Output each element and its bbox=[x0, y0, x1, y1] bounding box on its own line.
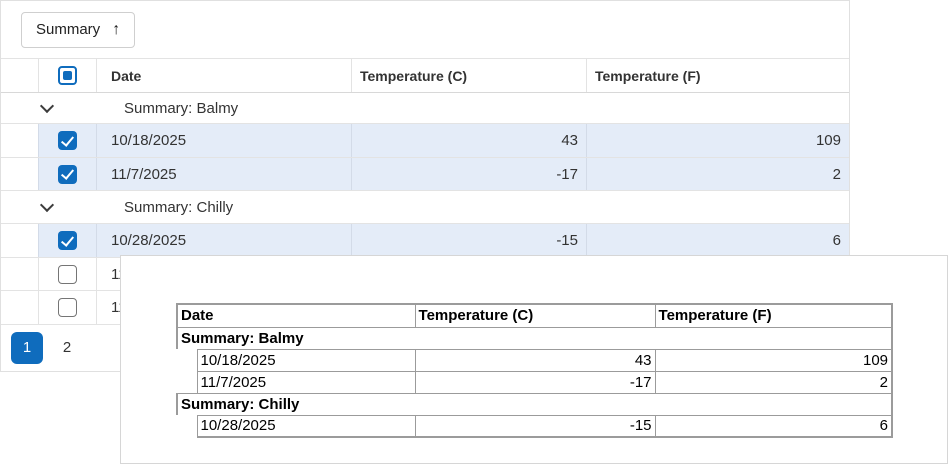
expand-cell bbox=[1, 124, 38, 157]
group-row-balmy[interactable]: Summary: Balmy bbox=[1, 93, 849, 124]
group-row-label: Summary: Balmy bbox=[124, 99, 239, 117]
group-chip-summary[interactable]: Summary ↑ bbox=[21, 11, 136, 48]
indeterminate-mark-icon bbox=[63, 71, 72, 80]
page-button-2[interactable]: 2 bbox=[62, 339, 72, 356]
select-all-checkbox[interactable] bbox=[58, 66, 77, 85]
preview-group-label: Summary: Chilly bbox=[176, 392, 893, 416]
chevron-down-icon[interactable] bbox=[39, 197, 55, 212]
sort-ascending-icon: ↑ bbox=[112, 20, 121, 38]
checkbox-cell bbox=[38, 224, 96, 257]
preview-group-label: Summary: Balmy bbox=[176, 326, 893, 350]
checkbox-cell bbox=[38, 124, 96, 157]
cell-date: 11/7/2025 bbox=[96, 158, 351, 190]
table-row[interactable]: 10/18/2025 43 109 bbox=[1, 124, 849, 158]
page-button-1[interactable]: 1 bbox=[11, 331, 43, 364]
preview-data-row: 11/7/2025 -17 2 bbox=[177, 370, 893, 394]
table-row[interactable]: 11/7/2025 -17 2 bbox=[1, 158, 849, 191]
checkbox-cell bbox=[38, 258, 96, 290]
cell-temp-c: -15 bbox=[351, 224, 586, 257]
cell-date: 10/18/2025 bbox=[96, 124, 351, 157]
row-checkbox[interactable] bbox=[58, 231, 77, 250]
row-checkbox[interactable] bbox=[58, 264, 77, 284]
preview-cell-temp-c: -17 bbox=[414, 370, 656, 394]
preview-cell-date: 10/28/2025 bbox=[196, 414, 416, 438]
cell-temp-f: 6 bbox=[586, 224, 849, 257]
row-checkbox[interactable] bbox=[58, 164, 77, 184]
chevron-down-icon[interactable] bbox=[39, 98, 55, 113]
cell-temp-f: 2 bbox=[586, 158, 849, 190]
preview-group-row: Summary: Balmy bbox=[176, 326, 893, 350]
preview-cell-temp-f: 6 bbox=[654, 414, 893, 438]
group-chip-label: Summary bbox=[36, 21, 101, 38]
row-checkbox[interactable] bbox=[58, 131, 77, 150]
preview-cell-date: 10/18/2025 bbox=[196, 348, 416, 372]
select-all-cell bbox=[38, 59, 96, 92]
cell-temp-c: 43 bbox=[351, 124, 586, 157]
preview-indent-cell bbox=[177, 415, 197, 437]
expand-cell bbox=[1, 291, 38, 324]
checkbox-cell bbox=[38, 291, 96, 324]
expand-cell bbox=[1, 224, 38, 257]
group-row-chilly[interactable]: Summary: Chilly bbox=[1, 191, 849, 224]
preview-header-date: Date bbox=[176, 303, 416, 328]
preview-cell-temp-f: 109 bbox=[654, 348, 893, 372]
cell-temp-c: -17 bbox=[351, 158, 586, 190]
preview-cell-date: 11/7/2025 bbox=[196, 370, 416, 394]
column-header-temp-c[interactable]: Temperature (C) bbox=[351, 59, 586, 92]
grid-header-row: Date Temperature (C) Temperature (F) bbox=[1, 59, 849, 93]
cell-date: 10/28/2025 bbox=[96, 224, 351, 257]
preview-group-row: Summary: Chilly bbox=[176, 392, 893, 416]
group-panel: Summary ↑ bbox=[1, 1, 849, 59]
preview-header-temp-c: Temperature (C) bbox=[414, 303, 656, 328]
preview-cell-temp-c: -15 bbox=[414, 414, 656, 438]
expand-cell bbox=[1, 258, 38, 290]
expand-cell bbox=[1, 158, 38, 190]
preview-table: Date Temperature (C) Temperature (F) Sum… bbox=[176, 303, 894, 438]
column-header-temp-f[interactable]: Temperature (F) bbox=[586, 59, 849, 92]
expand-column-header bbox=[1, 59, 38, 92]
group-row-label: Summary: Chilly bbox=[124, 198, 234, 216]
preview-header-row: Date Temperature (C) Temperature (F) bbox=[176, 303, 893, 328]
preview-cell-temp-c: 43 bbox=[414, 348, 656, 372]
pager: 1 2 bbox=[1, 325, 849, 370]
preview-indent-cell bbox=[177, 349, 197, 371]
preview-header-temp-f: Temperature (F) bbox=[654, 303, 893, 328]
checkbox-cell bbox=[38, 158, 96, 190]
preview-data-row: 10/28/2025 -15 6 bbox=[177, 414, 893, 438]
preview-data-row: 10/18/2025 43 109 bbox=[177, 348, 893, 372]
table-row[interactable]: 10/28/2025 -15 6 bbox=[1, 224, 849, 258]
export-preview-panel: Date Temperature (C) Temperature (F) Sum… bbox=[120, 255, 948, 464]
preview-cell-temp-f: 2 bbox=[654, 370, 893, 394]
column-header-date[interactable]: Date bbox=[96, 59, 351, 92]
preview-indent-cell bbox=[177, 371, 197, 393]
row-checkbox[interactable] bbox=[58, 298, 77, 317]
cell-temp-f: 109 bbox=[586, 124, 849, 157]
